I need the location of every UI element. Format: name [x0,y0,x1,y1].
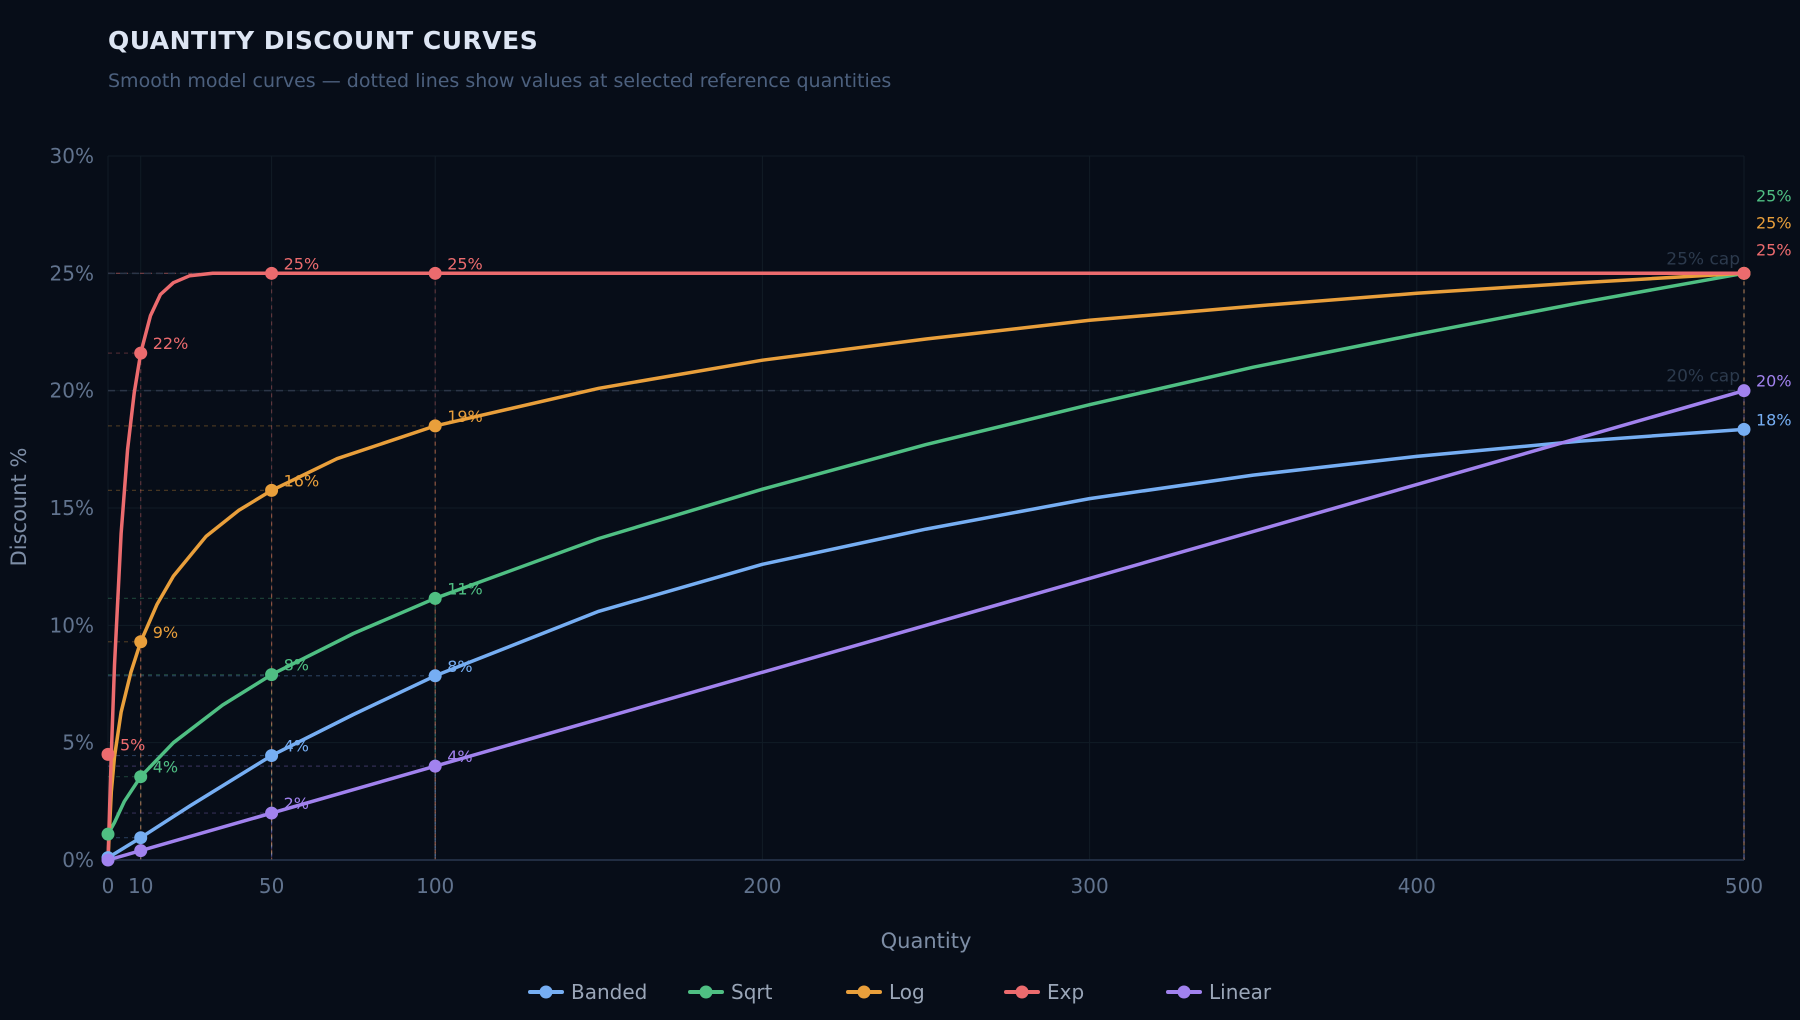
data-point-exp [428,266,442,280]
series-points [101,266,1751,867]
x-tick-label: 400 [1398,874,1436,898]
data-label-log: 16% [284,471,320,490]
data-point-log [134,635,148,649]
data-label-linear: 4% [447,747,472,766]
data-label-exp: 22% [153,334,189,353]
data-point-exp [134,346,148,360]
data-label-linear: 2% [284,794,309,813]
data-label-log: 9% [153,623,178,642]
legend-marker-sqrt [699,985,713,999]
data-label-exp: 25% [1756,240,1792,259]
x-tick-label: 0 [102,874,115,898]
legend-label-log: Log [889,980,925,1004]
legend-label-banded: Banded [571,980,647,1004]
series-line-banded [106,427,1746,860]
data-label-exp: 25% [447,254,483,273]
point-labels: 4% 8% 18% 4% 8% 11% 25% 9% 16% 19% 25% 5% 22% 25% 25% 2… [120,186,1792,813]
reference-lines [108,272,1745,860]
axes: 0% 5% 10% 15% 20% 25% 30% 0 10 50 100 200 300 400 500 [50,144,1764,898]
series-line-linear [106,388,1746,862]
x-tick-label: 500 [1725,874,1763,898]
grid-lines [107,155,1745,861]
y-tick-label: 20% [50,379,94,403]
data-label-sqrt: 8% [284,656,309,675]
y-tick-label: 30% [50,144,94,168]
data-point-exp [1737,266,1751,280]
series-line-log [106,271,1746,862]
data-label-sqrt: 11% [447,579,483,598]
data-label-sqrt: 25% [1756,186,1792,205]
x-tick-label: 300 [1071,874,1109,898]
data-point-linear [134,844,148,858]
data-point-banded [134,831,148,845]
y-tick-label: 0% [62,848,94,872]
data-label-log: 25% [1756,213,1792,232]
x-tick-label: 100 [416,874,454,898]
legend-marker-linear [1177,985,1191,999]
legend: Banded Sqrt Log Exp Linear [528,980,1272,1004]
legend-label-sqrt: Sqrt [731,980,773,1004]
data-label-exp: 25% [284,254,320,273]
data-point-linear [265,806,279,820]
cap-label: 20% cap [1666,367,1740,387]
series-line-sqrt [106,271,1746,836]
data-point-sqrt [428,591,442,605]
x-tick-label: 10 [128,874,153,898]
data-point-sqrt [134,770,148,784]
data-point-linear [428,759,442,773]
chart-subtitle: Smooth model curves — dotted lines show … [108,70,892,92]
data-label-banded: 4% [284,737,309,756]
data-point-log [428,419,442,433]
data-label-linear: 20% [1756,372,1792,391]
series-line-exp [106,271,1746,862]
y-tick-label: 15% [50,496,94,520]
data-point-banded [428,669,442,683]
data-point-exp [265,266,279,280]
data-point-log [265,483,279,497]
x-tick-label: 200 [743,874,781,898]
legend-marker-banded [539,985,553,999]
y-tick-label: 25% [50,261,94,285]
cap-label: 25% cap [1666,249,1740,269]
legend-label-exp: Exp [1047,980,1084,1004]
data-label-exp: 5% [120,735,145,754]
series-lines [106,271,1746,862]
x-tick-label: 50 [259,874,284,898]
data-point-linear [1737,384,1751,398]
data-point-sqrt [265,668,279,682]
y-tick-label: 5% [62,731,94,755]
data-label-log: 19% [447,407,483,426]
y-tick-label: 10% [50,613,94,637]
legend-label-linear: Linear [1209,980,1272,1004]
data-point-banded [1737,422,1751,436]
x-axis-title: Quantity [881,929,972,953]
legend-marker-exp [1015,985,1029,999]
legend-marker-log [857,985,871,999]
data-label-banded: 8% [447,657,472,676]
data-point-linear [101,853,115,867]
data-point-sqrt [101,827,115,841]
data-point-exp [101,747,115,761]
y-axis-title: Discount % [7,448,31,567]
data-point-banded [265,749,279,763]
chart-title: QUANTITY DISCOUNT CURVES [108,26,539,55]
data-label-banded: 18% [1756,410,1792,429]
data-label-sqrt: 4% [153,758,178,777]
